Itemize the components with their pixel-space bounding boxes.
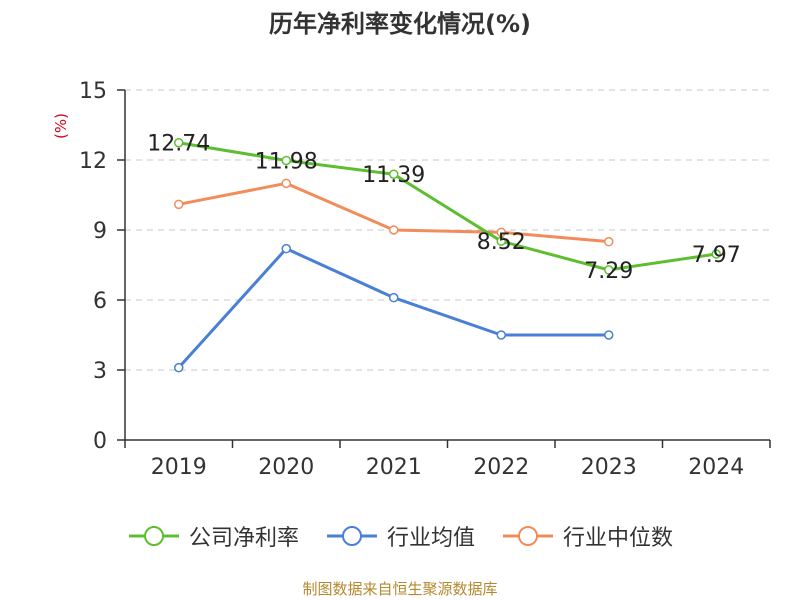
data-label: 11.98 (255, 149, 318, 174)
y-tick-label: 12 (79, 149, 107, 174)
x-tick-label: 2020 (258, 455, 314, 480)
data-point (174, 137, 184, 148)
series-line-0 (178, 141, 717, 272)
x-tick-label: 2023 (581, 455, 637, 480)
y-tick-label: 6 (93, 289, 107, 314)
legend: 公司净利率 行业均值 行业中位数 (0, 520, 800, 552)
legend-swatch (503, 526, 553, 546)
y-tick-label: 15 (79, 79, 107, 104)
chart-title: 历年净利率变化情况(%) (269, 10, 531, 38)
data-label: 11.39 (362, 163, 425, 188)
data-label: 12.74 (147, 132, 210, 157)
x-tick-label: 2019 (151, 455, 207, 480)
legend-swatch-marker (518, 526, 538, 546)
legend-label: 行业均值 (386, 526, 475, 551)
series-line-1 (177, 247, 609, 369)
series (174, 137, 721, 373)
legend-swatch-marker (143, 526, 164, 546)
data-point (281, 243, 291, 254)
y-tick-label: 3 (93, 359, 107, 384)
data-point (604, 265, 614, 275)
y-axis-label: (%) (52, 113, 70, 139)
data-point (711, 249, 721, 259)
x-tick-label: 2021 (366, 455, 422, 480)
legend-swatch (128, 526, 179, 546)
legend-item[interactable]: 公司净利率 (127, 520, 299, 552)
legend-label: 公司净利率 (188, 526, 299, 551)
legend-item[interactable]: 行业中位数 (501, 520, 673, 552)
data-labels: 12.74 11.98 11.39 8.52 7.29 7.97 (147, 132, 740, 284)
data-label: 8.52 (477, 230, 526, 255)
data-point (174, 199, 184, 210)
y-tick-label: 9 (93, 219, 107, 244)
data-point (281, 155, 291, 166)
data-label: 7.29 (584, 259, 633, 284)
y-tick-label: 0 (93, 429, 107, 454)
data-point (389, 225, 399, 235)
data-point (604, 330, 614, 340)
data-point (496, 330, 506, 340)
data-point (281, 178, 291, 189)
legend-item[interactable]: 行业均值 (325, 520, 475, 552)
legend-label: 行业中位数 (563, 526, 674, 551)
x-tick-label: 2024 (688, 455, 744, 480)
data-point (389, 169, 399, 179)
data-point (174, 362, 184, 373)
data-point (496, 236, 506, 246)
legend-swatch-marker (341, 526, 362, 546)
axes: 0 3 6 9 12 15 2019 2020 2021 2022 2023 2024 (79, 79, 771, 480)
data-point (496, 227, 506, 238)
x-tick-label: 2022 (473, 455, 529, 480)
legend-swatch (326, 526, 377, 546)
data-point (604, 236, 614, 247)
data-label: 7.97 (692, 243, 741, 268)
source-note: 制图数据来自恒生聚源数据库 (302, 580, 498, 598)
data-point (389, 292, 399, 303)
